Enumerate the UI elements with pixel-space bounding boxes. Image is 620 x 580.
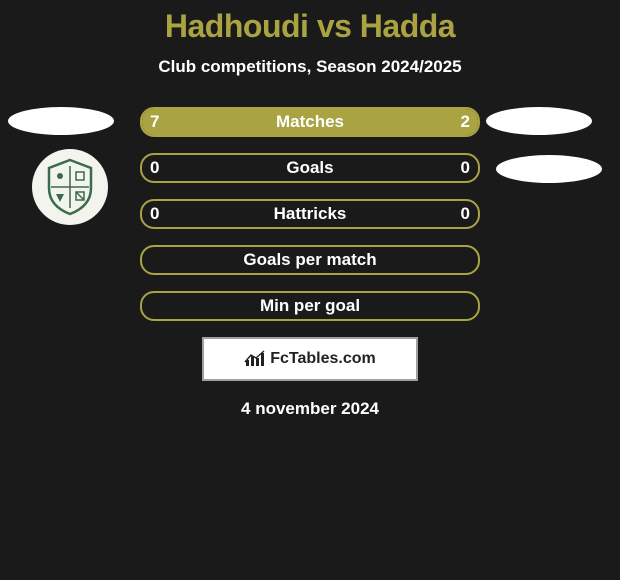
stat-row-min-per-goal: Min per goal — [0, 291, 620, 323]
bar-track: 0 Hattricks 0 — [140, 199, 480, 229]
value-left: 7 — [150, 109, 159, 135]
bar-track: Min per goal — [140, 291, 480, 321]
bar-track: Goals per match — [140, 245, 480, 275]
value-left: 0 — [150, 201, 159, 227]
stat-row-matches: 7 Matches 2 — [0, 107, 620, 139]
date-label: 4 november 2024 — [0, 399, 620, 419]
page-subtitle: Club competitions, Season 2024/2025 — [0, 57, 620, 77]
source-badge-text: FcTables.com — [270, 350, 376, 368]
value-right: 0 — [461, 201, 470, 227]
value-right: 0 — [461, 155, 470, 181]
page-title: Hadhoudi vs Hadda — [0, 0, 620, 45]
comparison-chart: 7 Matches 2 0 Goals 0 0 Hattricks 0 Goal… — [0, 107, 620, 323]
value-right: 2 — [461, 109, 470, 135]
stat-row-goals: 0 Goals 0 — [0, 153, 620, 185]
bar-track: 0 Goals 0 — [140, 153, 480, 183]
stat-label: Goals — [142, 155, 478, 181]
bar-track: 7 Matches 2 — [140, 107, 480, 137]
stat-label: Min per goal — [142, 293, 478, 319]
stat-row-goals-per-match: Goals per match — [0, 245, 620, 277]
bar-chart-icon — [244, 350, 266, 368]
stat-label: Hattricks — [142, 201, 478, 227]
source-badge: FcTables.com — [202, 337, 418, 381]
bar-left-fill — [142, 109, 401, 135]
stat-row-hattricks: 0 Hattricks 0 — [0, 199, 620, 231]
stat-label: Goals per match — [142, 247, 478, 273]
value-left: 0 — [150, 155, 159, 181]
